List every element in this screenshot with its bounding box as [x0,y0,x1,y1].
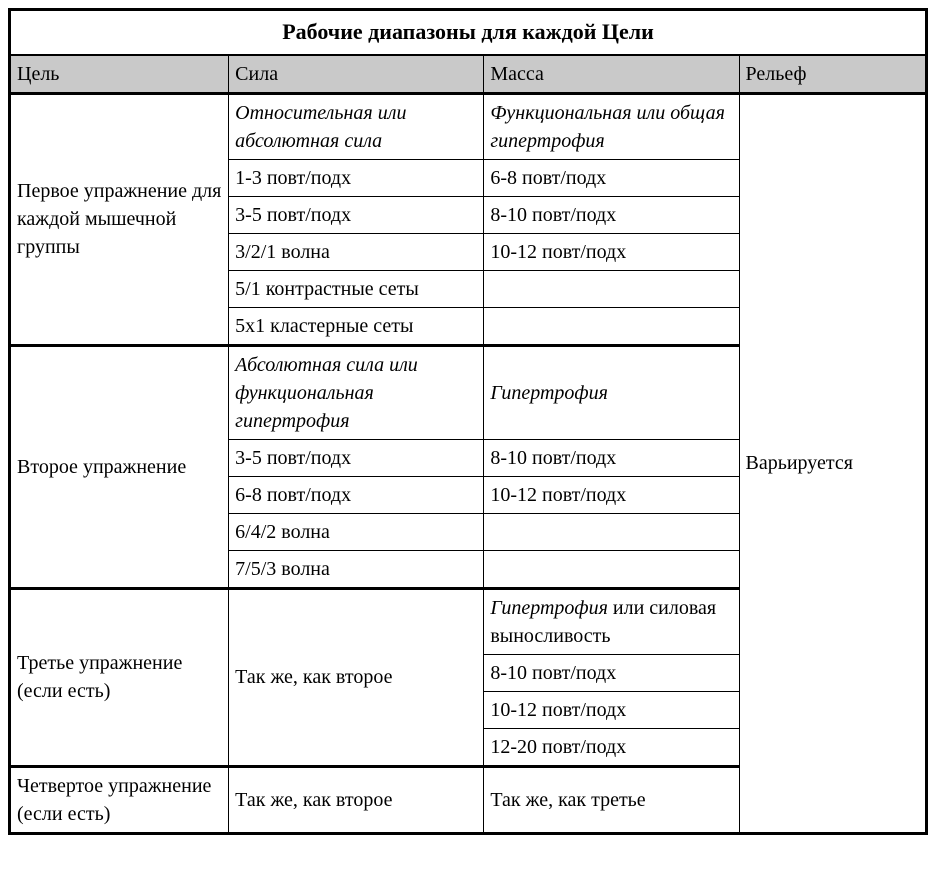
header-relief: Рельеф [739,55,927,94]
table-cell: 10-12 повт/подх [484,233,739,270]
table-cell [484,307,739,345]
relief-value: Варьируется [739,93,927,833]
section4-strength-single: Так же, как второе [229,766,484,833]
table-cell: 3/2/1 волна [229,233,484,270]
table-cell: 1-3 повт/подх [229,159,484,196]
table-cell: 8-10 повт/подх [484,439,739,476]
table-title: Рабочие диапазоны для каждой Цели [10,10,927,55]
table-cell: 3-5 повт/подх [229,439,484,476]
section4-goal: Четвертое упражнение (если есть) [10,766,229,833]
table-cell: 10-12 повт/подх [484,691,739,728]
training-ranges-table: Рабочие диапазоны для каждой Цели Цель С… [8,8,928,835]
table-cell: 10-12 повт/подх [484,476,739,513]
section3-strength-single: Так же, как второе [229,588,484,766]
header-strength: Сила [229,55,484,94]
table-cell: 8-10 повт/подх [484,196,739,233]
section1-mass-header: Функциональная или общая гипертрофия [484,93,739,159]
section1-strength-header: Относительная или абсолютная сила [229,93,484,159]
table-cell [484,270,739,307]
header-mass: Масса [484,55,739,94]
section3-goal: Третье упражнение (если есть) [10,588,229,766]
table-cell: 6-8 повт/подх [484,159,739,196]
table-cell [484,550,739,588]
section1-goal: Первое упражнение для каждой мышечной гр… [10,93,229,345]
section4-mass-single: Так же, как третье [484,766,739,833]
table-cell: 7/5/3 волна [229,550,484,588]
section2-goal: Второе упражнение [10,345,229,588]
section2-strength-header: Абсолютная сила или функциональная гипер… [229,345,484,439]
section2-mass-header: Гипертрофия [484,345,739,439]
section3-mass-header: Гипертрофия или силовая выносливость [484,588,739,654]
table-cell: 5x1 кластерные сеты [229,307,484,345]
table-cell: 6/4/2 волна [229,513,484,550]
table-cell: 5/1 контрастные сеты [229,270,484,307]
header-goal: Цель [10,55,229,94]
table-cell: 12-20 повт/подх [484,728,739,766]
table-cell: 3-5 повт/подх [229,196,484,233]
table-cell: 6-8 повт/подх [229,476,484,513]
table-cell [484,513,739,550]
table-cell: 8-10 повт/подх [484,654,739,691]
